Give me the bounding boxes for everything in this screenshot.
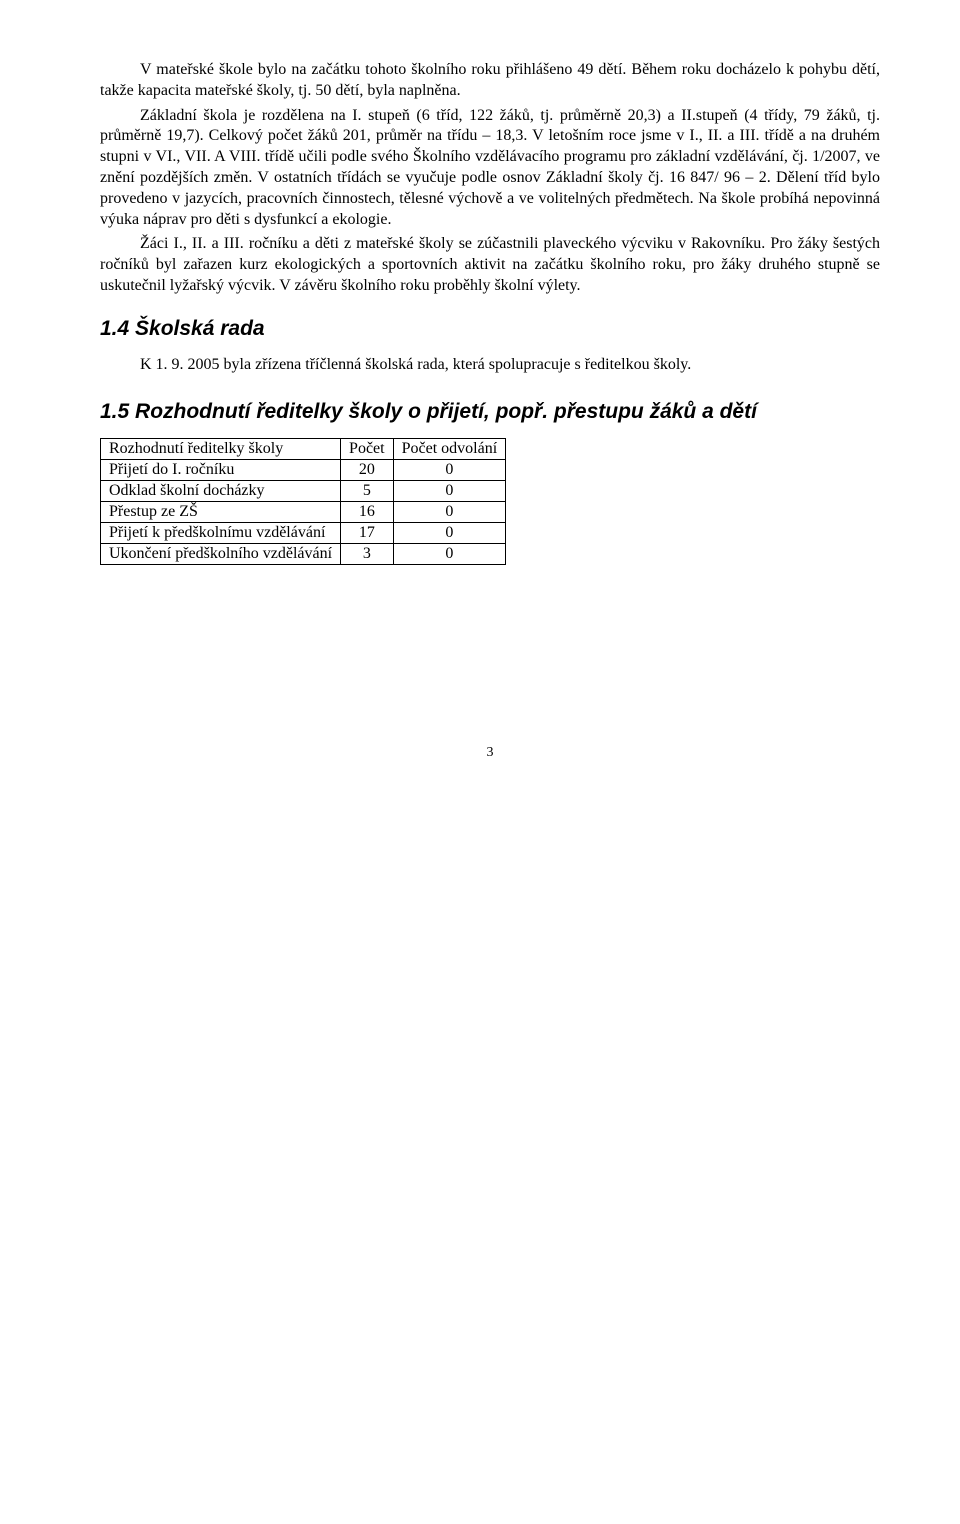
col-header-count: Počet <box>341 438 394 459</box>
cell-appeals: 0 <box>393 522 506 543</box>
section-1-4-body: K 1. 9. 2005 byla zřízena tříčlenná škol… <box>100 355 880 376</box>
table-row: Přijetí k předškolnímu vzdělávání 17 0 <box>101 522 506 543</box>
cell-count: 17 <box>341 522 394 543</box>
table-row: Odklad školní docházky 5 0 <box>101 480 506 501</box>
heading-1-5: 1.5 Rozhodnutí ředitelky školy o přijetí… <box>100 400 880 424</box>
cell-appeals: 0 <box>393 501 506 522</box>
table-row: Ukončení předškolního vzdělávání 3 0 <box>101 543 506 564</box>
cell-decision: Odklad školní docházky <box>101 480 341 501</box>
cell-count: 20 <box>341 459 394 480</box>
intro-paragraph-1: V mateřské škole bylo na začátku tohoto … <box>100 60 880 102</box>
table-row: Přijetí do I. ročníku 20 0 <box>101 459 506 480</box>
cell-decision: Přestup ze ZŠ <box>101 501 341 522</box>
cell-decision: Přijetí do I. ročníku <box>101 459 341 480</box>
cell-appeals: 0 <box>393 459 506 480</box>
cell-count: 16 <box>341 501 394 522</box>
table-row: Přestup ze ZŠ 16 0 <box>101 501 506 522</box>
cell-decision: Ukončení předškolního vzdělávání <box>101 543 341 564</box>
cell-appeals: 0 <box>393 480 506 501</box>
cell-count: 3 <box>341 543 394 564</box>
decisions-table: Rozhodnutí ředitelky školy Počet Počet o… <box>100 438 506 565</box>
intro-paragraph-2: Základní škola je rozdělena na I. stupeň… <box>100 106 880 231</box>
col-header-decision: Rozhodnutí ředitelky školy <box>101 438 341 459</box>
cell-decision: Přijetí k předškolnímu vzdělávání <box>101 522 341 543</box>
intro-paragraph-3: Žáci I., II. a III. ročníku a děti z mat… <box>100 234 880 296</box>
page-number: 3 <box>100 745 880 761</box>
heading-1-4: 1.4 Školská rada <box>100 317 880 341</box>
cell-count: 5 <box>341 480 394 501</box>
table-header-row: Rozhodnutí ředitelky školy Počet Počet o… <box>101 438 506 459</box>
col-header-appeals: Počet odvolání <box>393 438 506 459</box>
cell-appeals: 0 <box>393 543 506 564</box>
